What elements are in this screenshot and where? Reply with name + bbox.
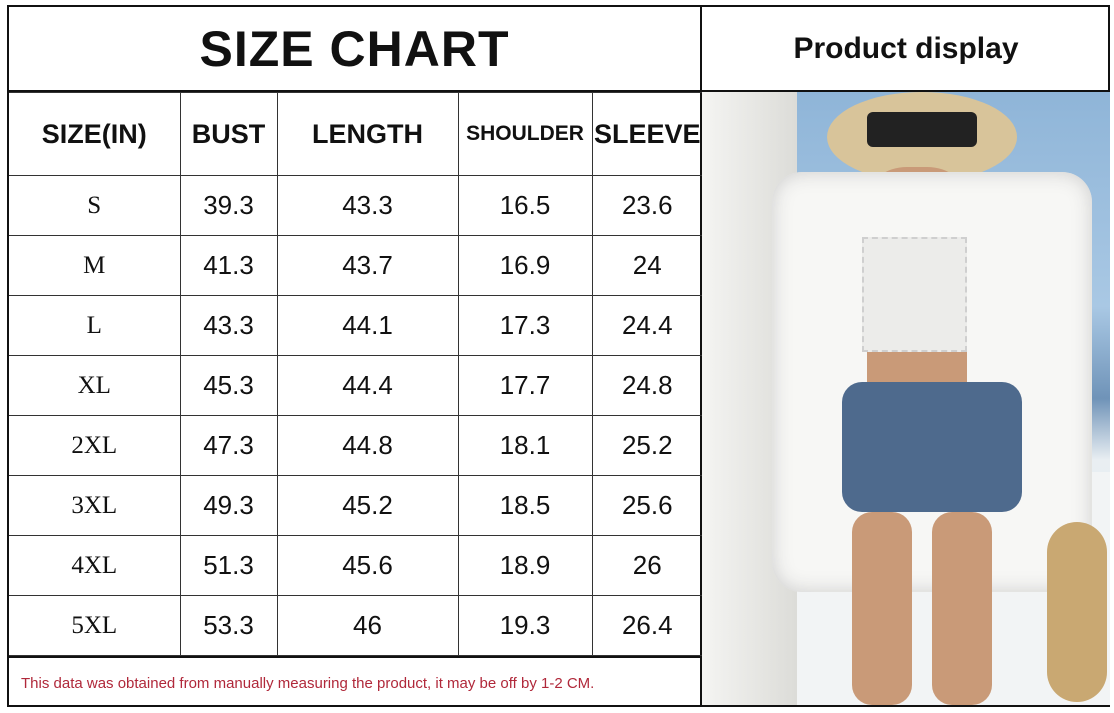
cell-size: 4XL: [9, 535, 181, 596]
cell-size: S: [9, 175, 181, 236]
cell-size: 5XL: [9, 595, 181, 656]
cell-sleeve: 24.4: [591, 295, 702, 356]
product-display-title: Product display: [702, 7, 1110, 92]
cell-bust: 41.3: [179, 235, 278, 296]
cell-bust: 53.3: [179, 595, 278, 656]
header-length: LENGTH: [276, 92, 459, 176]
header-size: SIZE(IN): [9, 92, 181, 176]
header-row: SIZE(IN) BUST LENGTH SHOULDER SLEEVE: [9, 92, 702, 176]
cell-shoulder: 18.5: [457, 475, 593, 536]
table-row: 4XL 51.3 45.6 18.9 26: [9, 535, 702, 596]
size-chart-frame: SIZE CHART SIZE(IN) BUST LENGTH SHOULDER…: [7, 5, 1110, 707]
cell-sleeve: 23.6: [591, 175, 702, 236]
measurement-note: This data was obtained from manually mea…: [9, 656, 700, 709]
cell-shoulder: 16.9: [457, 235, 593, 296]
cell-size: 3XL: [9, 475, 181, 536]
cell-length: 46: [276, 595, 459, 656]
cell-shoulder: 17.7: [457, 355, 593, 416]
size-table: SIZE(IN) BUST LENGTH SHOULDER SLEEVE S 39…: [9, 92, 702, 656]
cell-length: 45.2: [276, 475, 459, 536]
cell-length: 44.4: [276, 355, 459, 416]
product-photo: [702, 92, 1110, 705]
cell-length: 43.3: [276, 175, 459, 236]
size-chart: SIZE CHART SIZE(IN) BUST LENGTH SHOULDER…: [9, 7, 702, 705]
cell-bust: 51.3: [179, 535, 278, 596]
cell-sleeve: 24.8: [591, 355, 702, 416]
cell-size: XL: [9, 355, 181, 416]
cell-length: 45.6: [276, 535, 459, 596]
table-row: M 41.3 43.7 16.9 24: [9, 235, 702, 296]
header-bust: BUST: [179, 92, 278, 176]
cell-length: 44.8: [276, 415, 459, 476]
cell-length: 44.1: [276, 295, 459, 356]
table-row: 3XL 49.3 45.2 18.5 25.6: [9, 475, 702, 536]
cell-sleeve: 25.6: [591, 475, 702, 536]
cell-shoulder: 18.9: [457, 535, 593, 596]
table-row: 2XL 47.3 44.8 18.1 25.2: [9, 415, 702, 476]
cell-sleeve: 26.4: [591, 595, 702, 656]
cell-shoulder: 17.3: [457, 295, 593, 356]
cell-bust: 49.3: [179, 475, 278, 536]
table-row: L 43.3 44.1 17.3 24.4: [9, 295, 702, 356]
header-shoulder: SHOULDER: [457, 92, 593, 176]
cell-bust: 43.3: [179, 295, 278, 356]
cell-bust: 47.3: [179, 415, 278, 476]
cell-size: 2XL: [9, 415, 181, 476]
cell-shoulder: 18.1: [457, 415, 593, 476]
header-sleeve: SLEEVE: [591, 92, 702, 176]
table-row: S 39.3 43.3 16.5 23.6: [9, 175, 702, 236]
cell-length: 43.7: [276, 235, 459, 296]
cell-size: M: [9, 235, 181, 296]
cell-shoulder: 16.5: [457, 175, 593, 236]
cell-size: L: [9, 295, 181, 356]
table-row: 5XL 53.3 46 19.3 26.4: [9, 595, 702, 656]
size-chart-title: SIZE CHART: [9, 7, 700, 92]
cell-sleeve: 26: [591, 535, 702, 596]
cell-shoulder: 19.3: [457, 595, 593, 656]
cell-sleeve: 24: [591, 235, 702, 296]
product-display: Product display: [702, 7, 1110, 705]
table-row: XL 45.3 44.4 17.7 24.8: [9, 355, 702, 416]
cell-bust: 39.3: [179, 175, 278, 236]
cell-sleeve: 25.2: [591, 415, 702, 476]
cell-bust: 45.3: [179, 355, 278, 416]
